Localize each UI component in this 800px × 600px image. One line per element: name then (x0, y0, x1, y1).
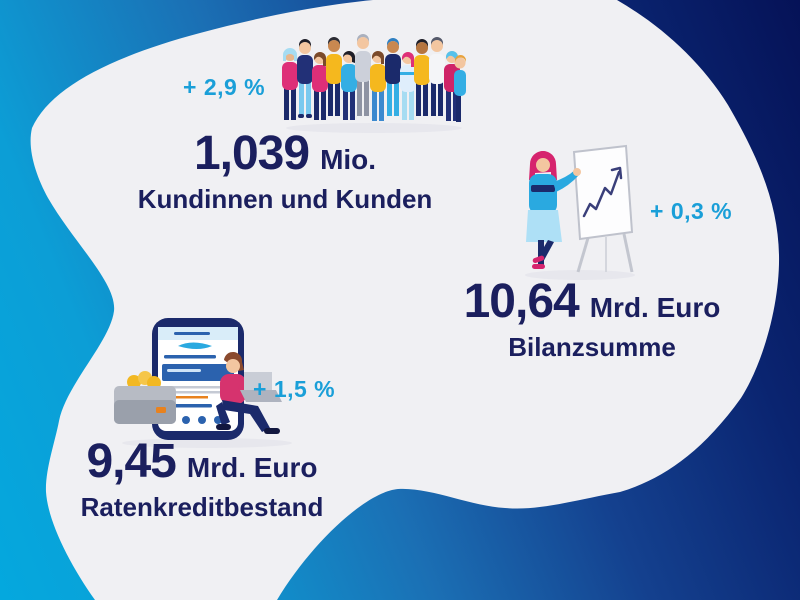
delta-installment-loans: + 1,5 % (253, 376, 336, 402)
woman-presenting-flipchart-illustration (525, 144, 635, 280)
stat-customers-label: Kundinnen und Kunden (137, 184, 433, 214)
stat-loans-value-row: 9,45 Mrd. Euro (37, 434, 367, 489)
delta-balance-sheet: + 0,3 % (650, 198, 733, 224)
stat-loans-label: Ratenkreditbestand (80, 492, 324, 522)
stat-customers-value: 1,039 (193, 127, 310, 180)
stat-customers-unit: Mio. (320, 144, 377, 175)
stat-loans-value: 9,45 (86, 435, 176, 488)
stat-balance-value: 10,64 (463, 275, 580, 328)
stat-customers-value-row: 1,039 Mio. (120, 126, 450, 181)
crowd-of-people-illustration (282, 34, 466, 133)
delta-customers: + 2,9 % (183, 74, 266, 100)
smartphone-banking-person-laptop-wallet-illustration (114, 318, 292, 448)
stat-balance-value-row: 10,64 Mrd. Euro (427, 274, 757, 329)
stat-balance-label: Bilanzsumme (508, 332, 676, 362)
stat-loans-unit: Mrd. Euro (186, 452, 318, 483)
stat-balance-unit: Mrd. Euro (589, 292, 721, 323)
